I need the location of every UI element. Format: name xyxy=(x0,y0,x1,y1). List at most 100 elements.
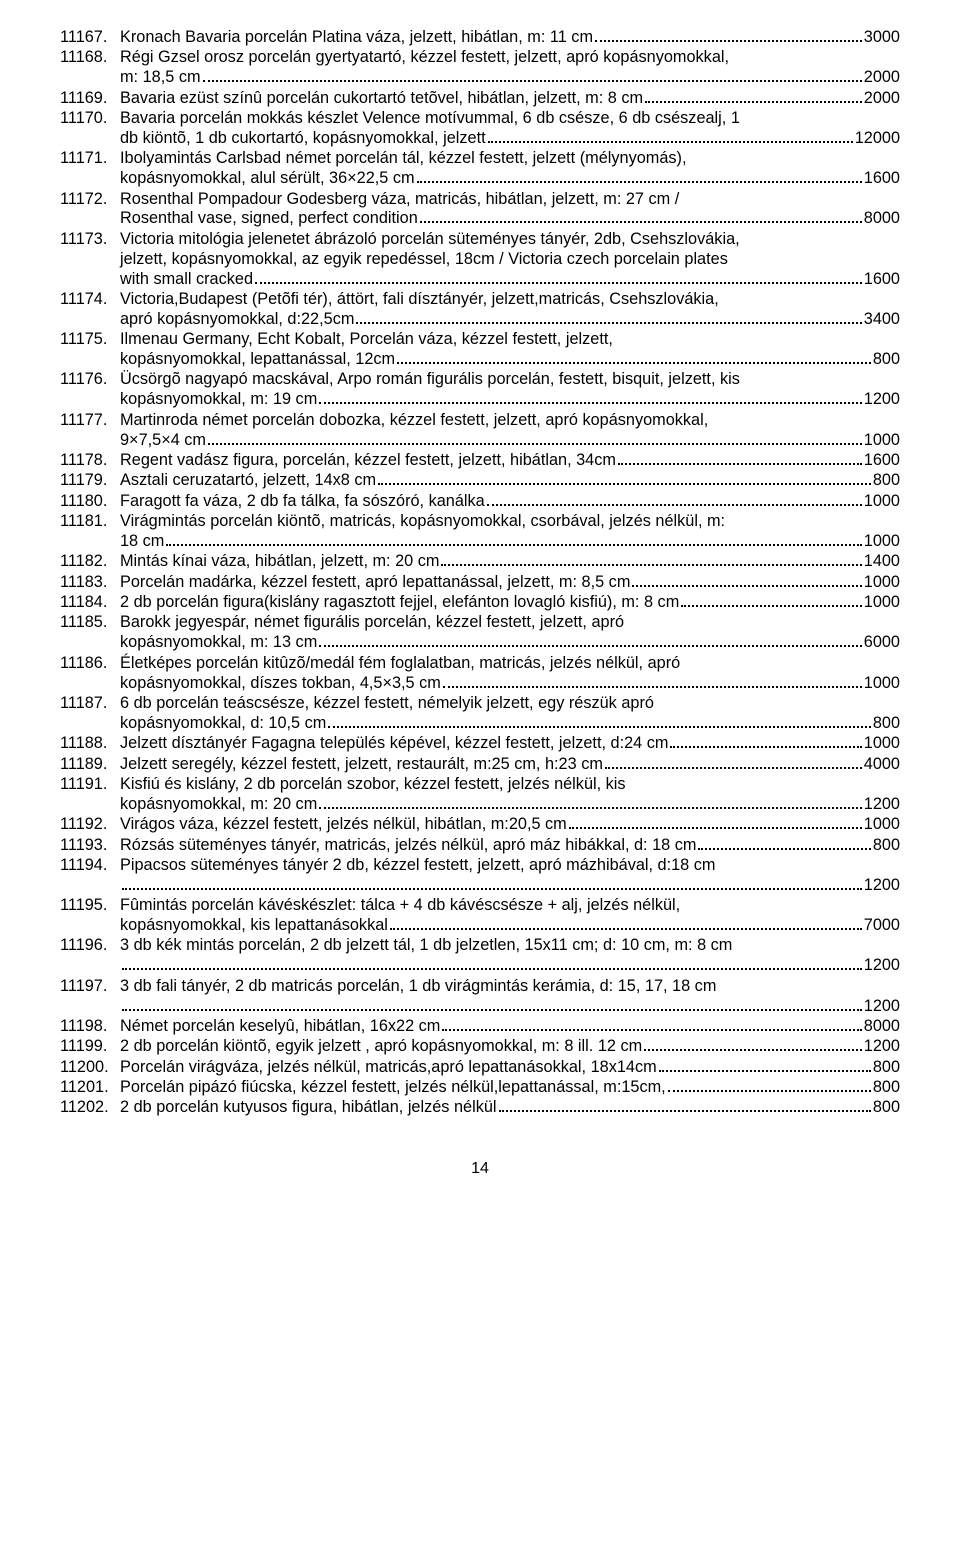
dot-leader xyxy=(390,917,862,930)
lot-description-text: kopásnyomokkal, m: 19 cm xyxy=(120,390,317,410)
lot-description-line: 2 db porcelán kiöntõ, egyik jelzett , ap… xyxy=(120,1037,900,1057)
lot-entry: 11169. Bavaria ezüst színû porcelán cuko… xyxy=(60,89,900,109)
dot-leader xyxy=(659,1059,871,1072)
lot-number: 11180. xyxy=(60,492,120,512)
lot-description-line: apró kopásnyomokkal, d:22,5cm3400 xyxy=(120,310,900,330)
lot-description-text: kopásnyomokkal, alul sérült, 36×22,5 cm xyxy=(120,169,415,189)
lot-entry: 11194. Pipacsos süteményes tányér 2 db, … xyxy=(60,856,900,896)
lot-description-line: 3 db fali tányér, 2 db matricás porcelán… xyxy=(120,977,900,997)
lot-entry: 11187. 6 db porcelán teáscsésze, kézzel … xyxy=(60,694,900,734)
lot-price: 7000 xyxy=(864,916,900,936)
lot-description-line: Victoria,Budapest (Petõfi tér), áttört, … xyxy=(120,290,900,310)
lot-entry: 11195. Fûmintás porcelán kávéskészlet: t… xyxy=(60,896,900,936)
lot-number: 11199. xyxy=(60,1037,120,1057)
lot-description-line: Német porcelán keselyû, hibátlan, 16x22 … xyxy=(120,1017,900,1037)
lot-number: 11198. xyxy=(60,1017,120,1037)
dot-leader xyxy=(319,634,862,647)
lot-price: 1200 xyxy=(864,876,900,896)
lot-entry: 11171. Ibolyamintás Carlsbad német porce… xyxy=(60,149,900,189)
lot-description-text: Rosenthal Pompadour Godesberg váza, matr… xyxy=(120,190,679,210)
lot-description-text: Ilmenau Germany, Echt Kobalt, Porcelán v… xyxy=(120,330,613,350)
dot-leader xyxy=(487,493,862,506)
lot-price: 1000 xyxy=(864,532,900,552)
lot-price: 1400 xyxy=(864,552,900,572)
lot-price: 800 xyxy=(873,714,900,734)
lot-description-line: Rózsás süteményes tányér, matricás, jelz… xyxy=(120,836,900,856)
lot-description-line: Rosenthal vase, signed, perfect conditio… xyxy=(120,209,900,229)
lot-entry: 11173. Victoria mitológia jelenetet ábrá… xyxy=(60,230,900,290)
dot-leader xyxy=(443,674,862,687)
lot-entry: 11177. Martinroda német porcelán dobozka… xyxy=(60,411,900,451)
lot-description-line: Faragott fa váza, 2 db fa tálka, fa sósz… xyxy=(120,492,900,512)
lot-description-line: 1200 xyxy=(120,956,900,976)
lot-description-text: Asztali ceruzatartó, jelzett, 14x8 cm xyxy=(120,471,376,491)
lot-entry: 11179. Asztali ceruzatartó, jelzett, 14x… xyxy=(60,471,900,491)
lot-number: 11179. xyxy=(60,471,120,491)
lot-description-line: Regent vadász figura, porcelán, kézzel f… xyxy=(120,451,900,471)
lot-entry: 11167. Kronach Bavaria porcelán Platina … xyxy=(60,28,900,48)
lot-price: 2000 xyxy=(864,68,900,88)
lot-description-line: db kiöntõ, 1 db cukortartó, kopásnyomokk… xyxy=(120,129,900,149)
dot-leader xyxy=(441,553,861,566)
lot-description-text: Faragott fa váza, 2 db fa tálka, fa sósz… xyxy=(120,492,485,512)
lot-price: 6000 xyxy=(864,633,900,653)
lot-number: 11202. xyxy=(60,1098,120,1118)
lot-description-line: Ücsörgõ nagyapó macskával, Arpo román fi… xyxy=(120,370,900,390)
auction-lot-list: 11167. Kronach Bavaria porcelán Platina … xyxy=(60,28,900,1118)
lot-number: 11189. xyxy=(60,755,120,775)
lot-number: 11175. xyxy=(60,330,120,350)
lot-description-text: Bavaria ezüst színû porcelán cukortartó … xyxy=(120,89,643,109)
lot-description-line: Jelzett seregély, kézzel festett, jelzet… xyxy=(120,755,900,775)
dot-leader xyxy=(356,311,861,324)
lot-entry: 11174. Victoria,Budapest (Petõfi tér), á… xyxy=(60,290,900,330)
lot-price: 1600 xyxy=(864,451,900,471)
lot-number: 11177. xyxy=(60,411,120,431)
lot-entry: 11196. 3 db kék mintás porcelán, 2 db je… xyxy=(60,936,900,976)
lot-price: 1600 xyxy=(864,169,900,189)
lot-price: 12000 xyxy=(855,129,900,149)
lot-description-line: 18 cm1000 xyxy=(120,532,900,552)
lot-entry: 11199. 2 db porcelán kiöntõ, egyik jelze… xyxy=(60,1037,900,1057)
lot-description-text: Porcelán virágváza, jelzés nélkül, matri… xyxy=(120,1058,657,1078)
lot-entry: 11183. Porcelán madárka, kézzel festett,… xyxy=(60,573,900,593)
lot-description-line: kopásnyomokkal, m: 20 cm1200 xyxy=(120,795,900,815)
lot-number: 11181. xyxy=(60,512,120,532)
lot-description-line: Victoria mitológia jelenetet ábrázoló po… xyxy=(120,230,900,250)
lot-description-text: Életképes porcelán kitûzõ/medál fém fogl… xyxy=(120,654,680,674)
lot-price: 1200 xyxy=(864,795,900,815)
lot-description-text: Fûmintás porcelán kávéskészlet: tálca + … xyxy=(120,896,680,916)
dot-leader xyxy=(122,877,862,890)
lot-description-line: 1200 xyxy=(120,997,900,1017)
lot-description-line: Virágos váza, kézzel festett, jelzés nél… xyxy=(120,815,900,835)
lot-description-line: Bavaria ezüst színû porcelán cukortartó … xyxy=(120,89,900,109)
lot-price: 1000 xyxy=(864,431,900,451)
dot-leader xyxy=(255,270,862,283)
lot-price: 1200 xyxy=(864,1037,900,1057)
lot-number: 11197. xyxy=(60,977,120,997)
lot-description-line: Régi Gzsel orosz porcelán gyertyatartó, … xyxy=(120,48,900,68)
lot-description-line: Porcelán virágváza, jelzés nélkül, matri… xyxy=(120,1058,900,1078)
lot-number: 11167. xyxy=(60,28,120,48)
lot-description-text: Rosenthal vase, signed, perfect conditio… xyxy=(120,209,418,229)
lot-description-text: Régi Gzsel orosz porcelán gyertyatartó, … xyxy=(120,48,729,68)
lot-description-line: 1200 xyxy=(120,876,900,896)
dot-leader xyxy=(328,715,870,728)
lot-price: 8000 xyxy=(864,209,900,229)
lot-price: 1000 xyxy=(864,734,900,754)
lot-price: 1200 xyxy=(864,956,900,976)
lot-description-line: kopásnyomokkal, alul sérült, 36×22,5 cm 1… xyxy=(120,169,900,189)
lot-description-line: Kronach Bavaria porcelán Platina váza, j… xyxy=(120,28,900,48)
lot-price: 4000 xyxy=(864,755,900,775)
lot-price: 1200 xyxy=(864,997,900,1017)
lot-description-line: 3 db kék mintás porcelán, 2 db jelzett t… xyxy=(120,936,900,956)
lot-description-line: Ilmenau Germany, Echt Kobalt, Porcelán v… xyxy=(120,330,900,350)
lot-entry: 11178. Regent vadász figura, porcelán, k… xyxy=(60,451,900,471)
lot-description-line: Életképes porcelán kitûzõ/medál fém fogl… xyxy=(120,654,900,674)
lot-description-text: Ibolyamintás Carlsbad német porcelán tál… xyxy=(120,149,686,169)
lot-description-text: kopásnyomokkal, díszes tokban, 4,5×3,5 c… xyxy=(120,674,441,694)
lot-entry: 11200. Porcelán virágváza, jelzés nélkül… xyxy=(60,1058,900,1078)
page-number: 14 xyxy=(60,1160,900,1178)
lot-price: 800 xyxy=(873,1078,900,1098)
lot-number: 11173. xyxy=(60,230,120,250)
lot-description-text: kopásnyomokkal, lepattanással, 12cm xyxy=(120,350,395,370)
